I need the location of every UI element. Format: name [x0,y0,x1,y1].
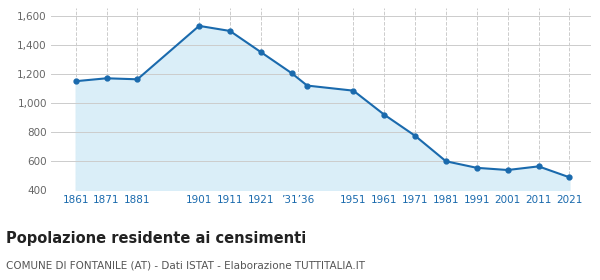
Text: Popolazione residente ai censimenti: Popolazione residente ai censimenti [6,231,306,246]
Text: COMUNE DI FONTANILE (AT) - Dati ISTAT - Elaborazione TUTTITALIA.IT: COMUNE DI FONTANILE (AT) - Dati ISTAT - … [6,260,365,270]
